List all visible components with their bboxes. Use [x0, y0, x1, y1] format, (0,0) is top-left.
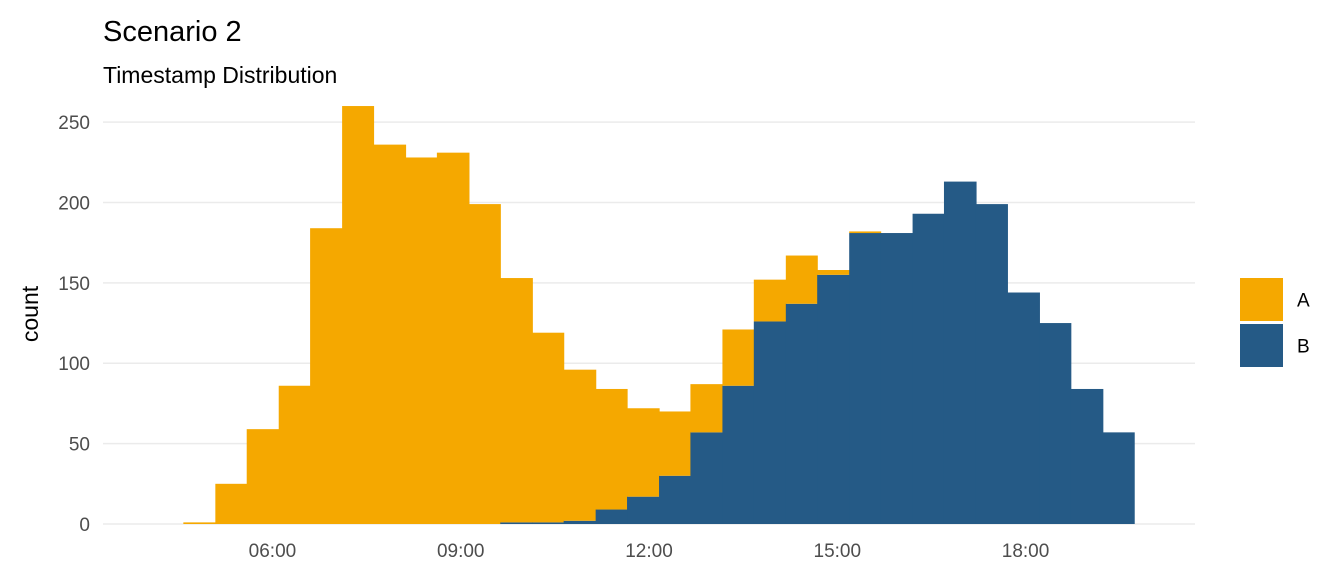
bar-series-a: [468, 204, 501, 524]
bar-series-b: [849, 233, 882, 524]
bar-series-a: [753, 279, 787, 322]
y-axis-title: count: [17, 285, 43, 342]
bar-series-a: [215, 483, 248, 524]
x-tick-label: 09:00: [437, 541, 485, 562]
bar-series-b: [1102, 432, 1135, 524]
bar-series-b: [943, 181, 977, 524]
y-tick-label: 250: [58, 113, 90, 134]
legend-key-a: [1240, 278, 1283, 321]
y-tick-label: 100: [58, 354, 90, 375]
bar-series-a: [563, 369, 597, 521]
x-tick-label: 06:00: [249, 541, 297, 562]
x-tick-label: 15:00: [814, 541, 862, 562]
bar-series-b: [880, 233, 914, 524]
y-axis-ticks: 0 50 100 150 200 250: [58, 113, 90, 536]
bar-series-b: [595, 509, 628, 524]
y-tick-label: 50: [69, 435, 90, 456]
bar-series-a: [722, 329, 755, 386]
x-tick-label: 12:00: [625, 541, 673, 562]
bar-series-a: [310, 228, 343, 525]
bar-series-b: [1039, 323, 1072, 524]
bar-series-b: [690, 432, 724, 524]
bar-series-a: [595, 388, 628, 510]
bar-series-a: [342, 106, 375, 525]
legend-key-b: [1240, 324, 1283, 367]
legend-label-b: B: [1297, 337, 1310, 358]
bar-series-b: [753, 321, 787, 524]
bar-series-a: [817, 270, 850, 275]
y-tick-label: 0: [79, 515, 90, 536]
bar-series-b: [1007, 292, 1040, 524]
chart-title: Scenario 2: [103, 16, 242, 48]
bar-series-a: [183, 522, 216, 524]
bar-series-b: [817, 274, 850, 524]
bar-series-b: [975, 204, 1008, 524]
x-tick-label: 18:00: [1002, 541, 1050, 562]
bar-series-a: [849, 231, 882, 234]
y-tick-label: 150: [58, 274, 90, 295]
bar-series-b: [1070, 388, 1104, 524]
bar-series-a: [278, 385, 311, 524]
bar-series-a: [500, 278, 533, 523]
bar-series-a: [627, 408, 660, 497]
bar-series-b: [563, 520, 597, 524]
bar-series-b: [912, 213, 945, 524]
bar-series-b: [500, 522, 533, 524]
bar-series-a: [785, 255, 818, 304]
bar-series-a: [246, 429, 280, 524]
bars: [183, 106, 1135, 525]
bar-series-b: [627, 496, 660, 524]
legend-label-a: A: [1297, 291, 1310, 312]
bar-series-b: [532, 522, 565, 524]
legend: AB: [1240, 278, 1310, 367]
bar-series-b: [785, 303, 818, 524]
bar-series-a: [659, 411, 692, 476]
bar-series-a: [373, 144, 407, 524]
x-axis-ticks: 06:00 09:00 12:00 15:00 18:00: [249, 541, 1050, 562]
bar-series-a: [532, 332, 565, 523]
chart-subtitle: Timestamp Distribution: [103, 62, 337, 88]
bar-series-a: [690, 384, 724, 433]
bar-series-b: [659, 475, 692, 524]
y-tick-label: 200: [58, 193, 90, 214]
bar-series-a: [405, 157, 438, 524]
bar-series-b: [722, 385, 755, 524]
bar-series-a: [436, 152, 470, 524]
